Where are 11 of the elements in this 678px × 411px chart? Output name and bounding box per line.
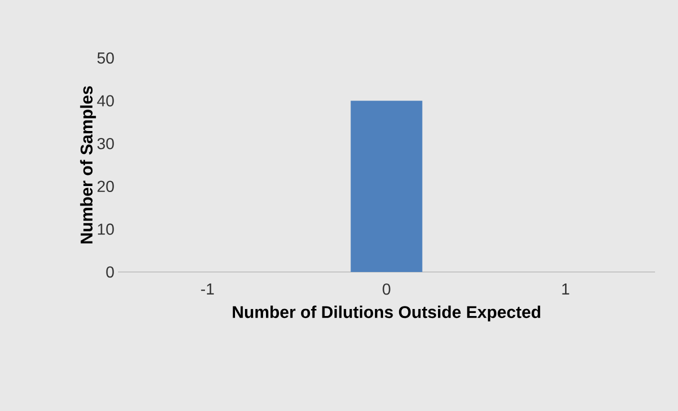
y-tick-label: 50	[97, 52, 114, 64]
x-axis-title: Number of Dilutions Outside Expected	[232, 306, 540, 322]
y-tick-label: 30	[97, 138, 114, 150]
x-tick-label: 1	[562, 284, 570, 294]
y-tick-label: 0	[106, 266, 114, 278]
y-tick-label: 20	[98, 180, 114, 192]
y-axis-title: Number of Samples	[80, 86, 96, 244]
x-tick-label: -1	[201, 284, 214, 294]
x-tick-label: 0	[382, 284, 390, 295]
y-tick-label: 40	[97, 95, 114, 106]
y-tick-label: 10	[98, 224, 114, 235]
